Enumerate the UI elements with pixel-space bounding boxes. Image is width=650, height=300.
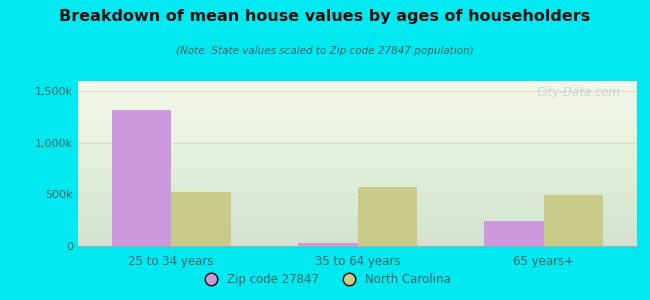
Bar — [484, 221, 544, 246]
Legend: Zip code 27847, North Carolina: Zip code 27847, North Carolina — [194, 269, 456, 291]
Bar — [358, 187, 417, 246]
Bar — [298, 243, 358, 246]
Bar — [171, 192, 231, 246]
Bar — [544, 196, 603, 246]
Text: City-Data.com: City-Data.com — [536, 86, 620, 99]
Bar — [112, 110, 171, 246]
Text: Breakdown of mean house values by ages of householders: Breakdown of mean house values by ages o… — [59, 9, 591, 24]
Text: (Note: State values scaled to Zip code 27847 population): (Note: State values scaled to Zip code 2… — [176, 46, 474, 56]
